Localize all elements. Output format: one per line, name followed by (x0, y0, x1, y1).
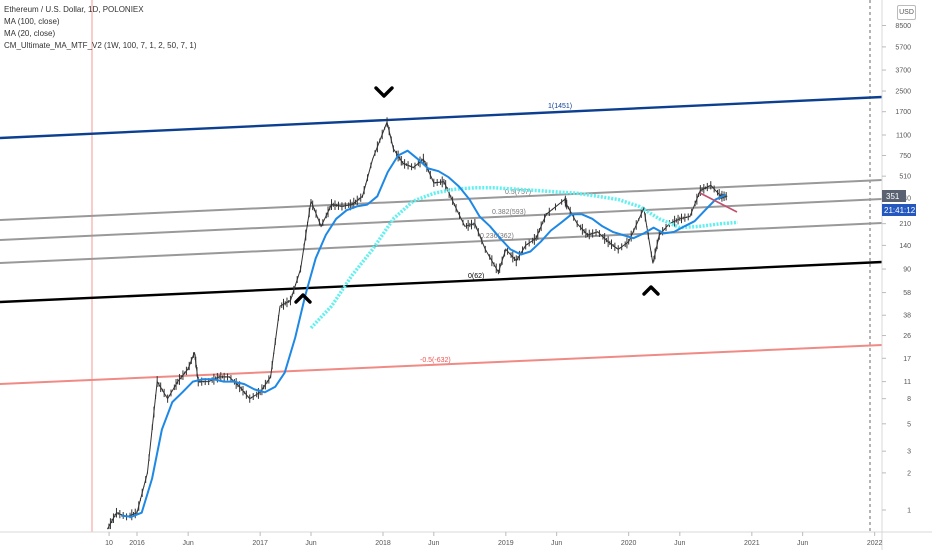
ma100-line (121, 149, 727, 518)
upper-channel-line[interactable] (0, 95, 883, 140)
price-axis[interactable]: 8500570037002500170011007505103402101409… (882, 23, 911, 515)
y-tick-label: 90 (903, 267, 911, 274)
countdown-badge (882, 204, 916, 216)
neg-fib-line[interactable] (0, 344, 883, 385)
ma100-legend[interactable]: MA (100, close) (4, 17, 60, 26)
x-tick-label: Jun (183, 540, 194, 547)
ma100-series (121, 149, 727, 518)
y-tick-label: 1100 (896, 133, 911, 140)
y-tick-label: 17 (903, 356, 911, 363)
y-tick-label: 8 (907, 396, 911, 403)
chevron-up-icon (642, 285, 660, 296)
y-tick-label: 5 (907, 421, 911, 428)
x-tick-label: Jun (674, 540, 685, 547)
y-tick-label: 58 (903, 290, 911, 297)
y-tick-label: 140 (899, 243, 911, 250)
countdown-text: 21:41:12 (884, 206, 916, 215)
y-tick-label: 1 (907, 508, 911, 515)
y-tick-label: 38 (903, 313, 911, 320)
x-tick-label: 2017 (252, 540, 268, 547)
fib-label-0236: 0.236(362) (480, 233, 514, 240)
chart-legend: Ethereum / U.S. Dollar, 1D, POLONIEX MA … (4, 4, 197, 52)
x-tick-label: Jun (551, 540, 562, 547)
chevron-up-icon (294, 293, 312, 304)
indicator-legend[interactable]: CM_Ultimate_MA_MTF_V2 (1W, 100, 7, 1, 2,… (4, 41, 197, 50)
ma20-legend[interactable]: MA (20, close) (4, 29, 56, 38)
x-tick-label: 2022 (867, 540, 883, 547)
y-tick-label: 26 (903, 333, 911, 340)
fib-05-line[interactable] (0, 179, 883, 221)
x-tick-label: 10 (105, 540, 113, 547)
plot-area[interactable] (0, 0, 882, 532)
fib-0382-line[interactable] (0, 198, 883, 241)
x-tick-label: Jun (797, 540, 808, 547)
symbol-title[interactable]: Ethereum / U.S. Dollar, 1D, POLONIEX (4, 5, 144, 14)
y-tick-label: 2500 (895, 89, 911, 96)
x-tick-label: 2020 (621, 540, 637, 547)
x-tick-label: 2019 (498, 540, 514, 547)
y-tick-label: 2 (907, 470, 911, 477)
fib-label-neg05: -0.5(-632) (420, 357, 451, 364)
weekly-ma-line (309, 186, 738, 330)
last-price-text: 351 (886, 192, 900, 201)
x-tick-label: Jun (305, 540, 316, 547)
x-tick-label: 2016 (129, 540, 145, 547)
last-price-badge (882, 190, 906, 202)
time-axis[interactable]: 10 2016 Jun 2017 Jun 2018 Jun 2019 Jun 2020 Jun 202… (105, 532, 883, 547)
y-tick-label: 11 (904, 379, 911, 386)
x-tick-label: Jun (428, 540, 439, 547)
y-tick-label: 510 (899, 174, 911, 181)
y-tick-label: 210 (899, 221, 911, 228)
fib-label-05: 0.5(757) (505, 189, 531, 196)
y-tick-label: 3700 (895, 68, 911, 75)
x-tick-label: 2018 (375, 540, 391, 547)
y-tick-label: 5700 (895, 44, 911, 51)
lower-channel-line[interactable] (0, 260, 883, 304)
fib-label-0: 0(62) (468, 273, 484, 280)
y-tick-label: 750 (899, 153, 911, 160)
x-tick-label: 2021 (744, 540, 760, 547)
fib-label-0382: 0.382(593) (492, 209, 526, 216)
y-tick-label: 8500 (895, 23, 911, 30)
currency-badge[interactable]: USD (897, 5, 916, 20)
weekly-ma-series (309, 186, 738, 330)
chevron-down-icon (374, 86, 394, 98)
y-tick-label: 3 (907, 449, 911, 456)
y-tick-label: 1700 (895, 109, 911, 116)
fib-0236-line[interactable] (0, 222, 883, 264)
fib-label-1: 1(1451) (548, 103, 572, 110)
recent-trend-line[interactable] (699, 192, 738, 213)
